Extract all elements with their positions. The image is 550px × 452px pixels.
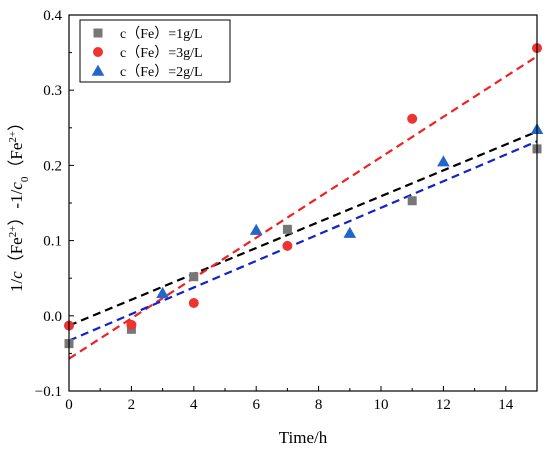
y-axis-title: 1/c（Fe2+）-1/c0（Fe2+） xyxy=(7,114,31,292)
x-tick-label: 10 xyxy=(374,397,389,413)
x-tick-label: 14 xyxy=(498,397,514,413)
y-tick-label: 0.0 xyxy=(43,309,62,325)
y-axis-title-part: c xyxy=(7,271,26,279)
fit-lines xyxy=(68,55,538,360)
x-tick-label: 8 xyxy=(315,397,323,413)
legend-label: c（Fe）=2g/L xyxy=(120,64,203,80)
data-point xyxy=(249,223,263,235)
y-axis-title-part: ）-1/ xyxy=(7,189,26,225)
y-tick-label: 0.2 xyxy=(43,158,62,174)
y-axis-title-part: ） xyxy=(7,114,26,131)
y-tick-label: 0.4 xyxy=(43,8,62,24)
y-axis-title-part: （Fe xyxy=(7,237,26,271)
data-point xyxy=(282,224,292,234)
legend-marker xyxy=(93,28,103,38)
x-tick-label: 0 xyxy=(65,397,73,413)
x-tick-label: 2 xyxy=(128,397,136,413)
legend-marker xyxy=(93,47,103,57)
legend-label: c（Fe）=1g/L xyxy=(120,26,203,42)
fit-line xyxy=(68,55,538,360)
data-point xyxy=(188,298,199,309)
y-axis-title-part: 2+ xyxy=(7,131,19,143)
fit-line xyxy=(68,140,538,342)
data-point xyxy=(437,155,450,167)
x-tick-label: 6 xyxy=(252,397,260,413)
data-markers xyxy=(64,43,544,349)
legend-marker xyxy=(91,64,105,76)
y-axis: −0.1 0.0 0.1 0.2 0.3 0.4 xyxy=(35,8,74,400)
y-axis-title-part: 1/ xyxy=(7,279,26,293)
y-axis-title-part: c xyxy=(7,182,26,190)
x-axis: 0 2 4 6 8 10 12 14 xyxy=(65,386,514,413)
data-point xyxy=(407,113,418,124)
y-axis-title-part: 2+ xyxy=(7,226,19,238)
data-point xyxy=(282,240,293,251)
x-tick-label: 4 xyxy=(190,397,198,413)
data-point xyxy=(126,319,137,330)
y-axis-title-part: 0 xyxy=(19,176,31,182)
x-axis-title: Time/h xyxy=(279,428,328,447)
legend: c（Fe）=1g/L c（Fe）=3g/L c（Fe）=2g/L xyxy=(79,19,231,83)
fit-line xyxy=(68,130,538,327)
y-tick-label: 0.1 xyxy=(43,234,62,250)
y-axis-title-part: （Fe xyxy=(7,143,26,177)
y-tick-label: −0.1 xyxy=(35,384,62,400)
data-point xyxy=(343,226,357,238)
data-point xyxy=(156,286,169,298)
x-tick-label: 12 xyxy=(436,397,451,413)
data-point xyxy=(189,272,199,282)
y-tick-label: 0.3 xyxy=(43,83,62,99)
legend-label: c（Fe）=3g/L xyxy=(120,45,203,61)
data-point xyxy=(407,196,417,206)
legend-box xyxy=(79,19,231,83)
